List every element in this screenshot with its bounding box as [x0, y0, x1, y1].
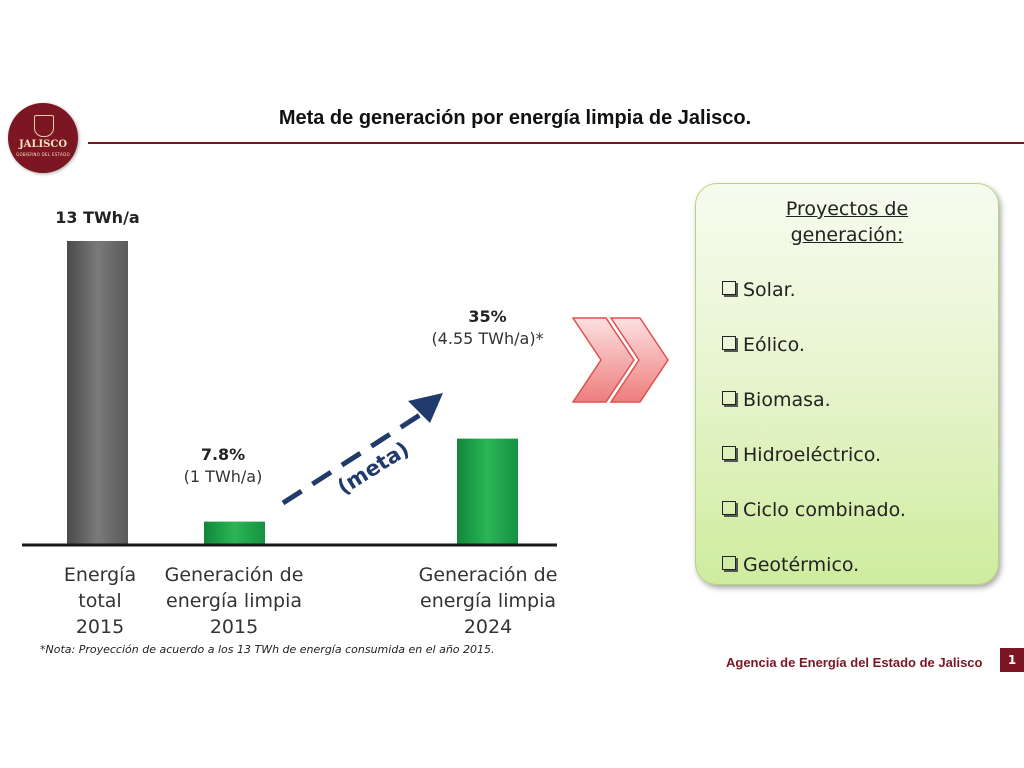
panel-heading-line: Proyectos de: [785, 198, 909, 220]
category-line: 2015: [75, 616, 125, 638]
value-label: 13 TWh/a: [55, 208, 140, 227]
list-item: Eólico.: [722, 332, 906, 387]
category-line: energía limpia: [166, 590, 302, 612]
category-line: 2015: [209, 616, 259, 638]
list-item-label: Eólico.: [743, 334, 805, 356]
list-item-label: Geotérmico.: [743, 554, 860, 576]
list-item: Biomasa.: [722, 387, 906, 442]
footer-agency: Agencia de Energía del Estado de Jalisco: [726, 655, 983, 670]
category-label-total: Energía total 2015: [50, 562, 150, 640]
checkbox-bullet-icon: [722, 281, 736, 295]
meta-trend-arrow: [281, 393, 443, 506]
category-line: 2024: [463, 616, 513, 638]
data-label-total: 13 TWh/a: [30, 207, 165, 229]
projects-panel: Proyectos de generación: Solar. Eólico. …: [695, 183, 999, 585]
footnote: *Nota: Proyección de acuerdo a los 13 TW…: [40, 643, 495, 656]
category-line: Energía: [63, 564, 137, 586]
list-item-label: Solar.: [743, 279, 796, 301]
jalisco-logo: JALISCO GOBIERNO DEL ESTADO: [8, 103, 78, 173]
list-item: Hidroeléctrico.: [722, 442, 906, 497]
bar-clean-energy-2024: [457, 438, 518, 545]
slide-title: Meta de generación por energía limpia de…: [278, 107, 752, 129]
checkbox-bullet-icon: [722, 501, 736, 515]
list-item: Geotérmico.: [722, 552, 906, 607]
value-label: (1 TWh/a): [183, 467, 263, 486]
panel-heading-line: generación:: [790, 224, 904, 246]
category-line: Generación de: [164, 564, 304, 586]
title-divider: [88, 142, 1024, 144]
value-label: (4.55 TWh/a)*: [431, 329, 544, 348]
percent-label: 35%: [468, 307, 507, 326]
project-list: Solar. Eólico. Biomasa. Hidroeléctrico. …: [722, 277, 906, 607]
list-item: Solar.: [722, 277, 906, 332]
bar-clean-energy-2015: [204, 521, 265, 545]
list-item-label: Biomasa.: [743, 389, 831, 411]
data-label-clean-2015: 7.8% (1 TWh/a): [158, 444, 288, 488]
coat-of-arms-icon: [34, 115, 54, 137]
checkbox-bullet-icon: [722, 336, 736, 350]
category-line: energía limpia: [420, 590, 556, 612]
category-line: total: [78, 590, 122, 612]
category-line: Generación de: [418, 564, 558, 586]
list-item-label: Hidroeléctrico.: [743, 444, 882, 466]
list-item-label: Ciclo combinado.: [743, 499, 906, 521]
bar-total-energy-2015: [67, 241, 128, 545]
page-number: 1: [1000, 648, 1024, 672]
panel-heading: Proyectos de generación:: [696, 196, 998, 248]
checkbox-bullet-icon: [722, 446, 736, 460]
category-label-clean-2015: Generación de energía limpia 2015: [140, 562, 328, 640]
chevron-right-icon: [571, 317, 669, 403]
list-item: Ciclo combinado.: [722, 497, 906, 552]
logo-title: JALISCO: [18, 139, 68, 150]
category-label-clean-2024: Generación de energía limpia 2024: [393, 562, 583, 640]
percent-label: 7.8%: [200, 445, 246, 464]
logo-subtitle: GOBIERNO DEL ESTADO: [16, 152, 70, 157]
checkbox-bullet-icon: [722, 556, 736, 570]
checkbox-bullet-icon: [722, 391, 736, 405]
data-label-clean-2024: 35% (4.55 TWh/a)*: [400, 306, 575, 350]
